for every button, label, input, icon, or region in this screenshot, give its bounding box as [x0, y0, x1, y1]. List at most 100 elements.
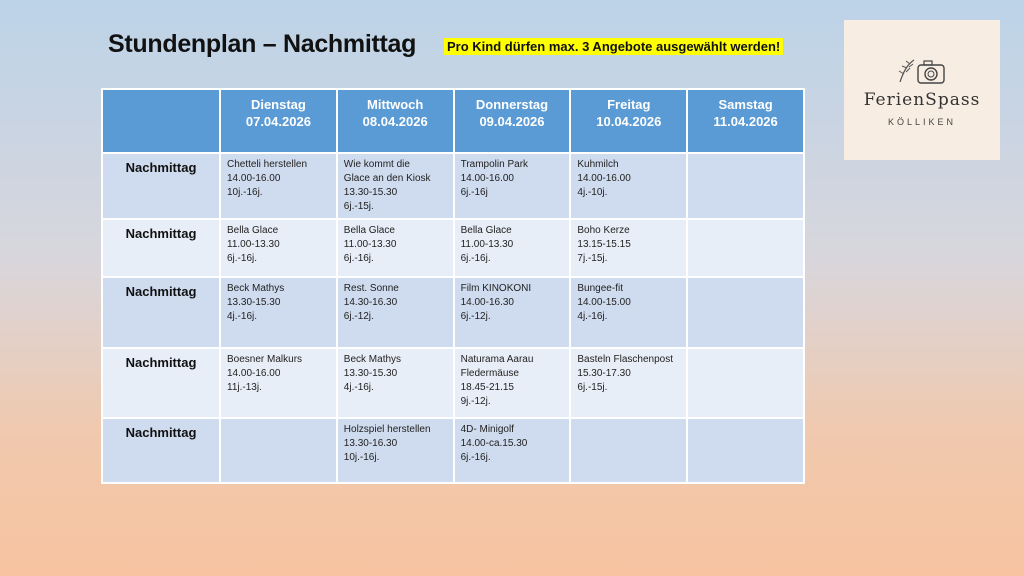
activity-line: 18.45-21.15: [460, 382, 514, 393]
activity-line: Kuhmilch: [577, 159, 619, 170]
header-day: Mittwoch 08.04.2026: [335, 88, 455, 154]
activity-line: 14.00-15.00: [577, 297, 631, 308]
activity-line: 6j.-16j.: [460, 452, 491, 463]
activity-line: 10j.-16j.: [343, 452, 380, 463]
activity-cell: Bella Glace 11.00-13.30 6j.-16j.: [452, 218, 572, 278]
activity-line: Beck Mathys: [343, 354, 402, 365]
activity-line: 13.30-15.30: [227, 297, 281, 308]
activity-line: 14.00-16.00: [460, 173, 514, 184]
activity-line: 11j.-13j.: [227, 382, 262, 393]
activity-cell: Bungee-fit 14.00-15.00 4j.-16j.: [569, 276, 689, 349]
activity-line: 14.00-16.00: [227, 173, 281, 184]
activity-line: 14.00-ca.15.30: [460, 438, 528, 449]
schedule-table: Dienstag 07.04.2026 Mittwoch 08.04.2026 Do…: [101, 88, 805, 484]
activity-cell: [219, 417, 338, 484]
activity-line: 6j.-16j.: [460, 253, 491, 264]
page-title: Stundenplan – Nachmittag: [108, 30, 417, 58]
activity-line: Bella Glace: [460, 225, 512, 236]
activity-cell: 4D- Minigolf 14.00-ca.15.30 6j.-16j.: [452, 417, 572, 484]
activity-line: 13.30-15.30: [343, 368, 398, 379]
activity-line: 14.00-16.30: [460, 297, 514, 308]
activity-line: Trampolin Park: [460, 159, 529, 170]
ferienspass-logo: FerienSpass KÖLLIKEN: [844, 20, 1000, 160]
activity-line: 6j.-16j: [460, 187, 488, 198]
activity-line: Film KINOKONI: [460, 283, 532, 294]
activity-line: 4j.-16j.: [577, 311, 608, 322]
activity-cell: [686, 347, 805, 419]
table-row: Nachmittag Chetteli herstellen 14.00-16.00…: [101, 152, 805, 220]
activity-line: 7j.-15j.: [577, 253, 608, 264]
header-day: Freitag 10.04.2026: [569, 88, 689, 154]
row-label: Nachmittag: [101, 218, 221, 278]
header-day: Dienstag 07.04.2026: [219, 88, 338, 154]
header-corner: [101, 88, 221, 154]
day-date: 11.04.2026: [713, 114, 778, 129]
activity-line: Fledermäuse: [460, 368, 519, 379]
header-day: Donnerstag 09.04.2026: [452, 88, 572, 154]
table-row: Nachmittag Boesner Malkurs 14.00-16.00 11j.…: [101, 347, 805, 419]
row-label: Nachmittag: [101, 347, 221, 419]
activity-line: Wie kommt die: [343, 159, 410, 170]
activity-cell: Basteln Flaschenpost 15.30-17.30 6j.-15j.: [569, 347, 689, 419]
activity-line: 4j.-16j.: [343, 382, 374, 393]
activity-line: 14.30-16.30: [343, 297, 398, 308]
activity-line: 15.30-17.30: [577, 368, 631, 379]
activity-cell: Bella Glace 11.00-13.30 6j.-16j.: [219, 218, 338, 278]
activity-cell: Bella Glace 11.00-13.30 6j.-16j.: [335, 218, 455, 278]
activity-line: 13.30-16.30: [343, 438, 398, 449]
day-name: Mittwoch: [367, 97, 424, 112]
day-date: 09.04.2026: [479, 114, 545, 129]
activity-line: Rest. Sonne: [343, 283, 399, 294]
activity-line: 4j.-16j.: [227, 311, 258, 322]
activity-line: 6j.-12j.: [460, 311, 491, 322]
row-label: Nachmittag: [101, 152, 221, 220]
activity-line: 14.00-16.00: [577, 173, 631, 184]
day-date: 07.04.2026: [245, 114, 311, 129]
activity-cell: Kuhmilch 14.00-16.00 4j.-10j.: [569, 152, 689, 220]
header-day: Samstag 11.04.2026: [686, 88, 805, 154]
activity-line: Basteln Flaschenpost: [577, 354, 674, 365]
activity-line: 6j.-16j.: [343, 253, 374, 264]
activity-cell: Naturama Aarau Fledermäuse 18.45-21.15 9j.-…: [452, 347, 572, 419]
activity-line: 4j.-10j.: [577, 187, 608, 198]
table-row: Nachmittag Beck Mathys 13.30-15.30 4j.-16j.…: [101, 276, 805, 349]
activity-line: Chetteli herstellen: [227, 159, 308, 170]
activity-line: Boesner Malkurs: [227, 354, 303, 365]
activity-line: 10j.-16j.: [227, 187, 263, 198]
activity-line: Beck Mathys: [227, 283, 285, 294]
activity-line: 6j.-15j.: [577, 382, 608, 393]
activity-cell: Film KINOKONI 14.00-16.30 6j.-12j.: [452, 276, 572, 349]
activity-line: 11.00-13.30: [227, 239, 280, 250]
activity-line: 6j.-12j.: [343, 311, 374, 322]
day-name: Dienstag: [250, 97, 306, 112]
activity-cell: Beck Mathys 13.30-15.30 4j.-16j.: [335, 347, 455, 419]
day-date: 08.04.2026: [362, 114, 428, 129]
activity-line: Bungee-fit: [577, 283, 623, 294]
logo-title: FerienSpass: [863, 90, 981, 110]
day-date: 10.04.2026: [596, 114, 662, 129]
activity-line: 9j.-12j.: [460, 396, 491, 407]
activity-cell: Holzspiel herstellen 13.30-16.30 10j.-16j.: [335, 417, 455, 484]
activity-line: 14.00-16.00: [227, 368, 281, 379]
activity-line: Bella Glace: [227, 225, 279, 236]
activity-cell: [686, 218, 805, 278]
activity-line: 6j.-15j.: [343, 201, 374, 212]
activity-cell: [686, 276, 805, 349]
selection-limit-notice: Pro Kind dürfen max. 3 Angebote ausgewäh…: [444, 38, 784, 55]
activity-line: 13.15-15.15: [577, 239, 631, 250]
activity-cell: Wie kommt die Glace an den Kiosk 13.30-15.…: [335, 152, 455, 220]
activity-cell: Rest. Sonne 14.30-16.30 6j.-12j.: [335, 276, 455, 349]
logo-subtitle: KÖLLIKEN: [887, 117, 957, 127]
table-row: Nachmittag Bella Glace 11.00-13.30 6j.-16j.…: [101, 218, 805, 278]
activity-line: 4D- Minigolf: [460, 424, 514, 435]
header-row: Dienstag 07.04.2026 Mittwoch 08.04.2026 Do…: [101, 88, 805, 154]
activity-line: 11.00-13.30: [460, 239, 514, 250]
activity-cell: Chetteli herstellen 14.00-16.00 10j.-16j.: [219, 152, 338, 220]
activity-line: 13.30-15.30: [343, 187, 398, 198]
activity-line: Naturama Aarau: [460, 354, 534, 365]
activity-cell: [569, 417, 689, 484]
activity-line: 11.00-13.30: [343, 239, 397, 250]
row-label: Nachmittag: [101, 276, 221, 349]
day-name: Samstag: [718, 97, 773, 112]
activity-line: 6j.-16j.: [227, 253, 258, 264]
